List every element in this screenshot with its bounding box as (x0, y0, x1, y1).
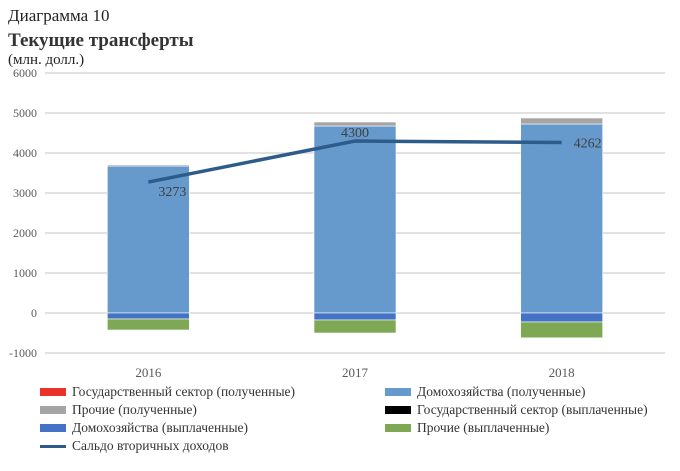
bar-segment (313, 312, 397, 321)
bar-segment (520, 321, 603, 339)
x-tick-label: 2017 (342, 365, 369, 380)
y-tick-label: -1000 (9, 346, 37, 360)
legend-swatch (385, 424, 411, 432)
legend-label: Государственный сектор (полученные) (72, 384, 296, 399)
legend-swatch (40, 424, 66, 432)
balance-line (147, 139, 562, 184)
bar-segment (107, 165, 190, 314)
legend-label: Сальдо вторичных доходов (72, 438, 229, 453)
legend-swatch (40, 444, 66, 448)
legend-swatch (385, 388, 411, 396)
chart-title: Текущие трансферты (8, 30, 194, 51)
legend-label: Домохозяйства (полученные) (417, 384, 586, 399)
legend-item: Государственный сектор (полученные) (40, 384, 295, 400)
x-tick-label: 2016 (135, 365, 162, 380)
legend-item: Прочие (выплаченные) (385, 420, 549, 436)
y-tick-label: 5000 (13, 106, 37, 120)
diagram-number: Диаграмма 10 (8, 6, 110, 25)
bar-segment (520, 117, 603, 125)
data-label: 4300 (341, 126, 369, 141)
data-label: 4262 (574, 137, 602, 152)
bar-segment (107, 312, 190, 320)
y-tick-label: 2000 (13, 226, 37, 240)
data-label: 3273 (158, 185, 186, 200)
bar-segment (313, 319, 397, 334)
x-tick-label: 2018 (549, 365, 575, 380)
legend-label: Государственный сектор (выплаченные) (417, 402, 648, 417)
legend-item: Домохозяйства (полученные) (385, 384, 585, 400)
bar-segment (107, 164, 190, 167)
bar-segment (313, 121, 397, 127)
legend-item: Сальдо вторичных доходов (40, 438, 229, 454)
legend-item: Домохозяйства (выплаченные) (40, 420, 248, 436)
legend-label: Прочие (выплаченные) (417, 420, 550, 435)
legend-swatch (385, 406, 411, 414)
bar-segment (313, 125, 397, 314)
y-tick-label: 3000 (13, 186, 37, 200)
y-tick-label: 6000 (13, 66, 37, 80)
units-label: (млн. долл.) (8, 52, 85, 68)
legend-label: Домохозяйства (выплаченные) (72, 420, 249, 435)
bar-segment (520, 312, 603, 323)
legend-item: Прочие (полученные) (40, 402, 197, 418)
bar-segment (520, 123, 603, 314)
y-tick-label: 4000 (13, 146, 37, 160)
legend-swatch (40, 388, 66, 396)
legend-label: Прочие (полученные) (72, 402, 197, 417)
y-tick-label: 1000 (13, 266, 37, 280)
legend-swatch (40, 406, 66, 414)
y-tick-label: 0 (31, 306, 37, 320)
legend-item: Государственный сектор (выплаченные) (385, 402, 648, 418)
bar-segment (107, 318, 190, 331)
